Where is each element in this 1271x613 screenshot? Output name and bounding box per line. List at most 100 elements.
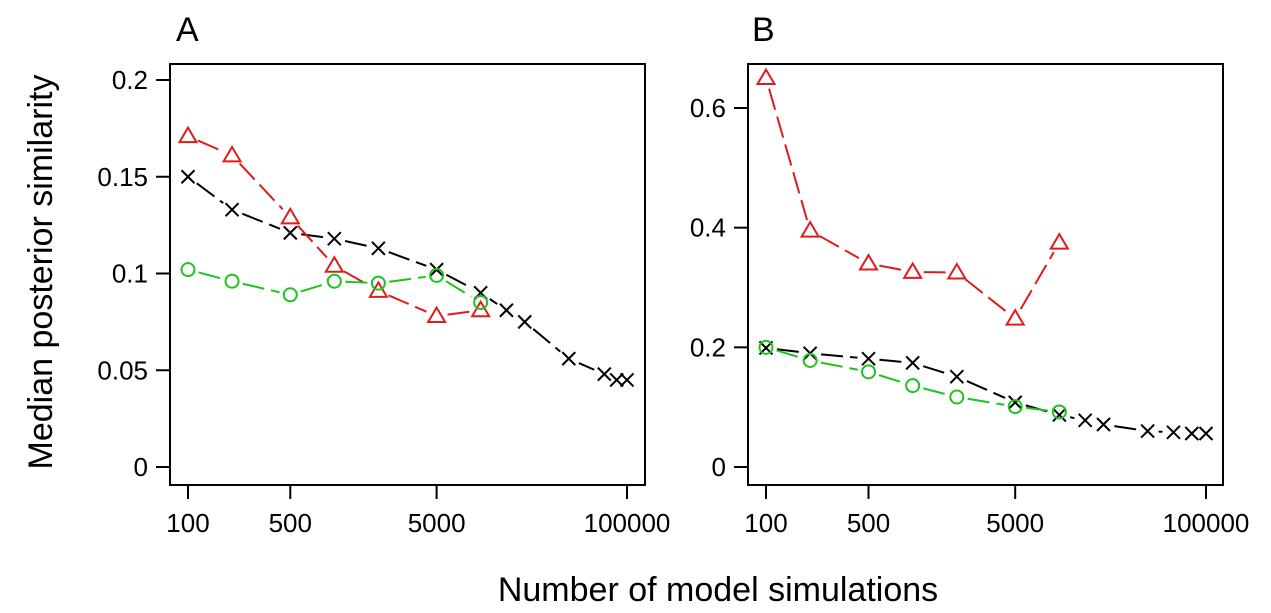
- series-line-segment: [197, 139, 223, 152]
- data-point-circle: [1007, 399, 1023, 415]
- data-point-circle: [473, 295, 489, 311]
- series-line-segment: [300, 283, 325, 293]
- data-point-cross: [517, 314, 532, 330]
- x-tick-label-a: 5000: [408, 508, 466, 538]
- series-line-segment: [301, 233, 324, 239]
- data-point-cross: [1052, 407, 1067, 423]
- series-line-segment: [967, 397, 1005, 406]
- plot-frame-a: [169, 63, 646, 486]
- x-tick-label-a: 100000: [584, 508, 671, 538]
- data-point-cross: [371, 241, 386, 256]
- x-tick-label-a: 500: [269, 508, 312, 538]
- data-point-triangle: [470, 299, 491, 318]
- series-line-segment: [776, 349, 800, 359]
- series-line-segment: [445, 280, 472, 298]
- x-tick-label-b: 5000: [986, 508, 1044, 538]
- data-point-cross: [949, 369, 965, 384]
- y-tick-label-a: 0: [134, 452, 148, 482]
- data-point-triangle: [1049, 232, 1070, 250]
- data-point-triangle: [946, 262, 968, 280]
- panel-label-b: B: [752, 11, 775, 49]
- triangle-series-a: [177, 125, 491, 324]
- data-point-circle: [326, 273, 342, 289]
- panel-a: A 0 0.05 0.1 0.15 0.2 100 500 5000 100000: [97, 11, 670, 538]
- series-line-segment: [447, 310, 470, 316]
- data-point-circle: [758, 339, 774, 355]
- series-layer-b: [755, 67, 1214, 441]
- series-line-segment: [489, 298, 498, 305]
- data-point-cross: [619, 372, 635, 388]
- data-point-triangle: [902, 261, 923, 279]
- circle-series-a: [180, 262, 489, 311]
- data-point-cross: [1166, 425, 1181, 440]
- data-point-triangle: [177, 125, 199, 144]
- data-point-triangle: [368, 280, 389, 298]
- series-line-segment: [389, 275, 426, 283]
- series-line-segment: [578, 362, 595, 371]
- series-line-segment: [445, 273, 472, 289]
- x-tick-label-b: 500: [847, 508, 890, 538]
- data-point-cross: [283, 225, 298, 241]
- data-point-cross: [1007, 395, 1023, 410]
- series-line-segment: [388, 294, 427, 313]
- series-line-segment: [879, 358, 902, 363]
- data-point-cross: [609, 372, 624, 388]
- series-line-segment: [532, 328, 561, 353]
- data-point-circle: [282, 287, 298, 303]
- data-point-triangle: [324, 255, 345, 273]
- series-line-segment: [776, 348, 800, 353]
- data-point-cross: [1140, 423, 1155, 439]
- x-tick-label-b: 100000: [1163, 508, 1250, 538]
- y-tick-label-a: 0.15: [97, 162, 148, 192]
- series-line-segment: [820, 361, 858, 371]
- data-point-cross: [905, 355, 920, 371]
- data-point-cross: [499, 303, 514, 318]
- series-line-segment: [296, 224, 328, 259]
- data-point-cross: [561, 351, 576, 366]
- data-point-circle: [905, 378, 921, 394]
- data-point-triangle: [221, 144, 243, 163]
- data-point-triangle: [755, 67, 777, 86]
- series-line-segment: [922, 365, 947, 375]
- y-tick-label-b: 0.4: [690, 213, 726, 243]
- data-point-cross: [180, 169, 196, 184]
- data-point-cross: [1077, 413, 1093, 428]
- series-line-segment: [388, 251, 427, 267]
- data-point-cross: [224, 202, 240, 217]
- data-point-triangle: [426, 305, 447, 324]
- data-point-cross: [1184, 426, 1199, 441]
- panel-label-a: A: [176, 11, 199, 49]
- data-point-triangle: [858, 253, 879, 271]
- x-tick-label-a: 100: [166, 508, 209, 538]
- data-point-circle: [429, 267, 445, 283]
- y-tick-label-a: 0.1: [112, 259, 148, 289]
- series-line-segment: [1069, 416, 1075, 420]
- series-line-segment: [1114, 425, 1137, 431]
- y-tick-label-b: 0.6: [690, 93, 726, 123]
- series-line-segment: [966, 380, 1006, 399]
- y-tick-label-b: 0.2: [690, 332, 726, 362]
- series-line-segment: [879, 264, 903, 271]
- series-line-segment: [241, 212, 281, 230]
- data-point-circle: [1051, 404, 1067, 420]
- series-line-segment: [344, 240, 368, 247]
- data-point-circle: [949, 389, 965, 405]
- series-layer-a: [177, 125, 635, 388]
- data-point-circle: [180, 262, 196, 278]
- series-line-segment: [768, 88, 809, 221]
- data-point-cross: [597, 366, 612, 382]
- series-line-segment: [238, 162, 284, 211]
- series-line-segment: [1019, 251, 1055, 310]
- series-line-segment: [821, 353, 858, 359]
- y-axis-title: Median posterior similarity: [22, 75, 60, 470]
- series-line-segment: [819, 235, 860, 260]
- circle-series-b: [758, 339, 1067, 420]
- axes-a: 0 0.05 0.1 0.15 0.2 100 500 5000 100000: [97, 65, 670, 538]
- y-tick-label-b: 0: [712, 452, 726, 482]
- series-line-segment: [345, 280, 368, 284]
- series-line-segment: [242, 282, 280, 294]
- triangle-series-b: [755, 67, 1070, 326]
- series-line-segment: [923, 387, 947, 396]
- data-point-triangle: [799, 220, 821, 238]
- cross-series-a: [180, 169, 635, 388]
